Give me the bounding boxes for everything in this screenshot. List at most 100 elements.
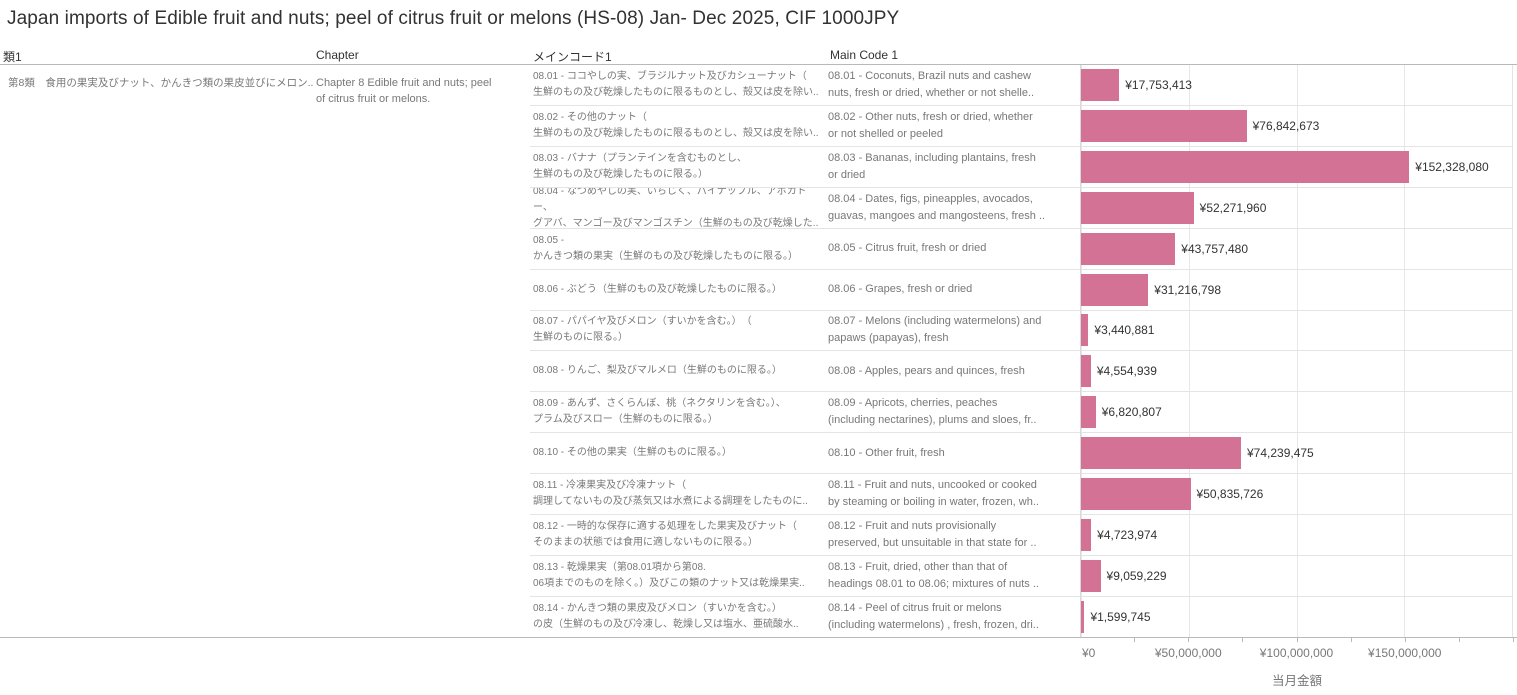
bar-mark[interactable] [1081,600,1085,633]
main-code-en-cell[interactable]: 08.14 - Peel of citrus fruit or melons (… [825,597,1080,637]
bar-value-label: ¥17,753,413 [1125,77,1192,92]
main-code-en-cell[interactable]: 08.05 - Citrus fruit, fresh or dried [825,229,1080,270]
bar-mark[interactable] [1081,560,1101,593]
bar-value-label: ¥31,216,798 [1154,282,1221,297]
main-code-jp-text: 08.10 - その他の果実（生鮮のものに限る。） [533,447,732,459]
chapter-cell[interactable]: Chapter 8 Edible fruit and nuts; peel of… [316,77,492,105]
rui1-column: 第8類 食用の果実及びナット、かんきつ類の果皮並びにメロン.. [0,65,313,637]
bar-value-label: ¥50,835,726 [1196,487,1264,502]
main-code-en-cell[interactable]: 08.03 - Bananas, including plantains, fr… [825,147,1080,188]
main-code-jp-text: 08.13 - 乾燥果実（第08.01項から第08. 06項までのものを除く。）… [533,562,805,590]
main-code-jp-cell[interactable]: 08.14 - かんきつ類の果皮及びメロン（すいかを含む。） の皮（生鮮のもの及… [530,597,825,637]
main-code-jp-text: 08.12 - 一時的な保存に適する処理をした果実及びナット（ そのままの状態で… [533,521,797,549]
x-axis-tick-label: ¥0 [1082,646,1096,660]
bar-value-label: ¥152,328,080 [1415,159,1489,174]
bar-row: ¥152,328,080 [1081,147,1512,188]
x-axis-tick-label: ¥150,000,000 [1368,646,1442,660]
bar-row: ¥76,842,673 [1081,106,1512,147]
main-code-en-text: 08.03 - Bananas, including plantains, fr… [828,151,1036,181]
main-code-en-cell[interactable]: 08.06 - Grapes, fresh or dried [825,270,1080,311]
main-code-en-cell[interactable]: 08.08 - Apples, pears and quinces, fresh [825,351,1080,393]
bar-row: ¥50,835,726 [1081,474,1512,516]
bar-mark[interactable] [1081,478,1191,511]
main-code-jp-text: 08.14 - かんきつ類の果皮及びメロン（すいかを含む。） の皮（生鮮のもの及… [533,602,799,630]
main-code-jp-text: 08.02 - その他のナット（ 生鮮のもの及び乾燥したものに限るものとし、殻又… [533,111,819,139]
bar-row: ¥4,723,974 [1081,515,1512,557]
main-code-en-cell[interactable]: 08.11 - Fruit and nuts, uncooked or cook… [825,474,1080,516]
main-code-en-cell[interactable]: 08.12 - Fruit and nuts provisionally pre… [825,515,1080,557]
bar-mark[interactable] [1081,437,1241,470]
main-code-jp-cell[interactable]: 08.06 - ぶどう（生鮮のもの及び乾燥したものに限る。） [530,270,825,311]
bar-row: ¥52,271,960 [1081,188,1512,229]
chart-title: Japan imports of Edible fruit and nuts; … [7,8,900,29]
main-code-en-cell[interactable]: 08.07 - Melons (including watermelons) a… [825,311,1080,352]
x-axis-minor-tick [1134,638,1136,642]
main-code-jp-cell[interactable]: 08.03 - バナナ（プランテインを含むものとし、 生鮮のもの及び乾燥したもの… [530,147,825,188]
main-code-jp-cell[interactable]: 08.05 - かんきつ類の果実（生鮮のもの及び乾燥したものに限る。） [530,229,825,270]
rui1-cell[interactable]: 第8類 食用の果実及びナット、かんきつ類の果皮並びにメロン.. [8,77,313,89]
main-code-en-text: 08.02 - Other nuts, fresh or dried, whet… [828,110,1033,140]
column-header-rui1[interactable]: 類1 [3,50,22,64]
bar-mark[interactable] [1081,232,1176,265]
main-code-jp-cell[interactable]: 08.10 - その他の果実（生鮮のものに限る。） [530,433,825,475]
main-code-en-cell[interactable]: 08.13 - Fruit, dried, other than that of… [825,556,1080,597]
main-code-en-cell[interactable]: 08.01 - Coconuts, Brazil nuts and cashew… [825,65,1080,106]
bar-mark[interactable] [1081,150,1410,183]
bar-value-label: ¥9,059,229 [1106,569,1167,584]
main-code-jp-text: 08.06 - ぶどう（生鮮のもの及び乾燥したものに限る。） [533,283,782,295]
main-code-en-cell[interactable]: 08.04 - Dates, figs, pineapples, avocado… [825,188,1080,229]
x-axis-minor-tick [1242,638,1244,642]
main-code-en-text: 08.06 - Grapes, fresh or dried [828,283,973,296]
main-code-en-text: 08.05 - Citrus fruit, fresh or dried [828,242,987,255]
x-axis-minor-tick [1296,638,1298,642]
main-code-jp-text: 08.11 - 冷凍果実及び冷凍ナット（ 調理してないもの及び蒸気又は水煮による… [533,480,808,508]
main-code-jp-cell[interactable]: 08.04 - なつめやしの実、いちじく、パイナップル、アボカドー、 グアバ、マ… [530,188,825,229]
x-axis-minor-tick [1350,638,1352,642]
bar-mark[interactable] [1081,109,1247,142]
bar-mark[interactable] [1081,191,1194,224]
bar-mark[interactable] [1081,68,1120,101]
bar-mark[interactable] [1081,519,1092,552]
bar-mark[interactable] [1081,396,1096,429]
main-code-jp-cell[interactable]: 08.07 - パパイヤ及びメロン（すいかを含む。） （ 生鮮のものに限る。） [530,311,825,352]
bar-row: ¥4,554,939 [1081,351,1512,393]
main-code-en-cell[interactable]: 08.02 - Other nuts, fresh or dried, whet… [825,106,1080,147]
bar-row: ¥6,820,807 [1081,392,1512,434]
main-code-jp-column: 08.01 - ココやしの実、ブラジルナット及びカシューナット（ 生鮮のもの及び… [530,65,825,637]
header-divider [0,64,1517,65]
x-axis-title: 当月金額 [1271,674,1323,688]
main-code-en-text: 08.13 - Fruit, dried, other than that of… [828,561,1039,591]
column-header-chapter[interactable]: Chapter [316,48,359,62]
main-code-jp-cell[interactable]: 08.09 - あんず、さくらんぼ、桃（ネクタリンを含む。）、 プラム及びスロー… [530,392,825,434]
main-code-jp-cell[interactable]: 08.02 - その他のナット（ 生鮮のもの及び乾燥したものに限るものとし、殻又… [530,106,825,147]
bar-value-label: ¥52,271,960 [1199,200,1267,215]
main-code-jp-text: 08.08 - りんご、梨及びマルメロ（生鮮のものに限る。） [533,365,782,377]
bar-value-label: ¥74,239,475 [1246,446,1314,461]
main-code-jp-text: 08.03 - バナナ（プランテインを含むものとし、 生鮮のもの及び乾燥したもの… [533,152,747,180]
bar-value-label: ¥6,820,807 [1101,405,1162,420]
main-code-jp-cell[interactable]: 08.08 - りんご、梨及びマルメロ（生鮮のものに限る。） [530,351,825,393]
x-axis-tick-label: ¥100,000,000 [1259,646,1334,660]
main-code-jp-text: 08.07 - パパイヤ及びメロン（すいかを含む。） （ 生鮮のものに限る。） [533,316,752,344]
main-code-en-cell[interactable]: 08.09 - Apricots, cherries, peaches (inc… [825,392,1080,434]
main-code-jp-cell[interactable]: 08.11 - 冷凍果実及び冷凍ナット（ 調理してないもの及び蒸気又は水煮による… [530,474,825,516]
main-code-jp-cell[interactable]: 08.01 - ココやしの実、ブラジルナット及びカシューナット（ 生鮮のもの及び… [530,65,825,106]
bar-value-label: ¥4,554,939 [1096,364,1157,379]
x-axis-minor-tick [1188,638,1190,642]
main-code-jp-cell[interactable]: 08.13 - 乾燥果実（第08.01項から第08. 06項までのものを除く。）… [530,556,825,597]
bar-mark[interactable] [1081,314,1089,347]
bar-chart: ¥17,753,413 ¥76,842,673 ¥152,328,080 ¥52,27… [1080,65,1513,637]
main-code-en-cell[interactable]: 08.10 - Other fruit, fresh [825,433,1080,475]
bar-mark[interactable] [1081,273,1149,306]
main-code-jp-cell[interactable]: 08.12 - 一時的な保存に適する処理をした果実及びナット（ そのままの状態で… [530,515,825,557]
x-axis-tick-label: ¥50,000,000 [1154,646,1222,660]
main-code-en-column: 08.01 - Coconuts, Brazil nuts and cashew… [825,65,1080,637]
column-header-main-code-en[interactable]: Main Code 1 [830,48,899,62]
column-header-main-code-jp[interactable]: メインコード1 [533,50,612,64]
main-code-en-text: 08.12 - Fruit and nuts provisionally pre… [828,520,1037,550]
x-axis-minor-tick [1513,638,1514,642]
bar-mark[interactable] [1081,355,1091,388]
x-axis-minor-tick [1404,638,1406,642]
main-code-jp-text: 08.09 - あんず、さくらんぼ、桃（ネクタリンを含む。）、 プラム及びスロー… [533,398,786,426]
